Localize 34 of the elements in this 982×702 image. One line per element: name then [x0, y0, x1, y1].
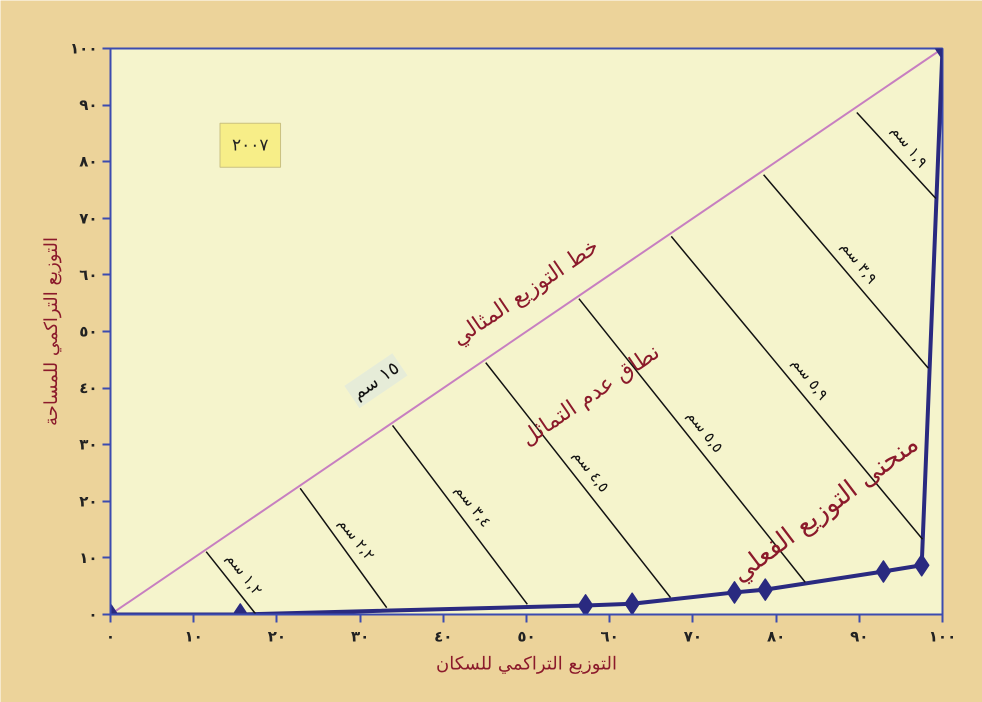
y-tick-label: ٨٠ — [79, 152, 98, 171]
x-tick-label: ٧٠ — [684, 628, 702, 646]
annotation: منحنى التوزيع الفعلي — [726, 428, 924, 589]
x-tick-label: ٥٠ — [517, 628, 536, 646]
x-tick-label: ٩٠ — [850, 628, 868, 646]
annotation: ٣,٤ سم — [451, 481, 495, 531]
y-tick-label: ٤٠ — [79, 379, 98, 398]
y-axis-title: التوزيع التراكمي للمساحة — [41, 237, 62, 426]
x-tick-label: ٠ — [106, 628, 116, 646]
annotation: ٢٠٠٧ — [232, 135, 269, 156]
y-tick-label: ٧٠ — [79, 209, 98, 228]
y-tick-label: ٢٠ — [79, 492, 98, 510]
y-tick-label: ٣٠ — [79, 436, 98, 454]
annotation: ١٥ سم — [348, 357, 404, 404]
x-tick-label: ٢٠ — [268, 628, 286, 646]
x-tick-label: ١٠٠ — [928, 628, 956, 646]
x-tick-label: ٦٠ — [600, 628, 619, 646]
x-tick-label: ٣٠ — [350, 628, 370, 646]
x-tick-label: ١٠ — [184, 628, 203, 646]
y-tick-label: ١٠ — [79, 548, 98, 567]
annotation: ٣,٩ سم — [838, 238, 881, 288]
x-tick-label: ٨٠ — [766, 628, 786, 646]
x-tick-label: ٤٠ — [434, 628, 452, 646]
y-tick-label: ٥٠ — [79, 322, 98, 340]
annotation: ٥,٩ سم — [788, 354, 832, 404]
y-tick-label: ٦٠ — [79, 266, 98, 284]
annotation: ٥,٥ سم — [684, 406, 728, 456]
annotation: ١,٢ سم — [222, 549, 266, 599]
annotation: ١,٩ سم — [888, 122, 932, 172]
x-axis-title: التوزيع التراكمي للسكان — [436, 654, 617, 674]
annotation: ٢,٢ سم — [334, 514, 378, 564]
y-tick-label: ٩٠ — [79, 96, 98, 114]
y-tick-label: ٠ — [88, 606, 98, 624]
y-tick-label: ١٠٠ — [70, 40, 98, 58]
